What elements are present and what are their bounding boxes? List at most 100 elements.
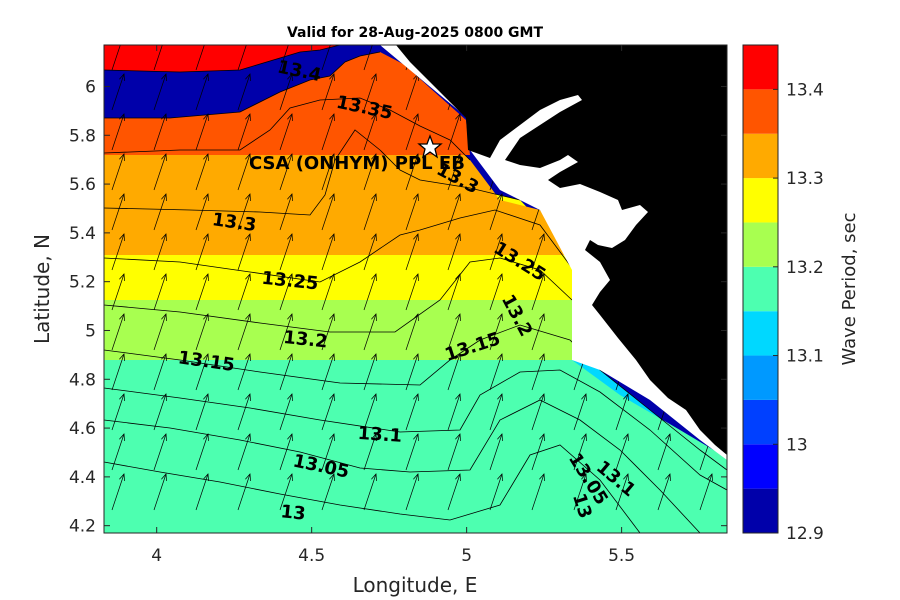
direction-arrow-179 xyxy=(699,473,713,511)
x-tick-label-1: 4.5 xyxy=(298,546,325,566)
colorbar-segment-5 xyxy=(743,266,778,312)
direction-arrow-68 xyxy=(321,353,335,391)
contour-band-9 xyxy=(104,45,340,72)
contour-label-14: 13 xyxy=(280,501,307,525)
direction-arrow-18 xyxy=(153,273,167,311)
direction-arrow-21 xyxy=(153,393,167,431)
direction-arrow-57 xyxy=(279,393,293,431)
direction-arrow-39 xyxy=(237,153,251,191)
contour-line-2 xyxy=(104,369,727,491)
direction-arrow-142 xyxy=(573,433,587,471)
colorbar-segment-2 xyxy=(743,399,778,445)
direction-arrow-17 xyxy=(153,233,167,271)
direction-arrow-66 xyxy=(321,273,335,311)
direction-arrow-8 xyxy=(111,353,125,391)
colorbar-tick-label-0: 12.9 xyxy=(786,524,824,544)
direction-arrow-58 xyxy=(279,433,293,471)
direction-arrow-14 xyxy=(153,113,167,151)
direction-arrow-77 xyxy=(363,233,377,271)
direction-arrow-53 xyxy=(279,233,293,271)
colorbar-tick-label-4: 13.3 xyxy=(786,169,824,189)
direction-arrow-54 xyxy=(279,273,293,311)
direction-arrow-47 xyxy=(237,473,251,511)
direction-arrow-35 xyxy=(195,473,209,511)
direction-arrow-67 xyxy=(321,313,335,351)
contour-line-0 xyxy=(104,444,641,533)
direction-arrow-23 xyxy=(153,473,167,511)
direction-arrow-4 xyxy=(111,193,125,231)
direction-arrow-103 xyxy=(447,313,461,351)
direction-arrow-72 xyxy=(363,45,373,71)
direction-arrow-125 xyxy=(531,233,545,271)
direction-arrow-87 xyxy=(405,153,419,191)
direction-arrow-113 xyxy=(489,233,503,271)
direction-arrow-153 xyxy=(615,393,629,431)
x-tick-label-2: 5 xyxy=(461,546,472,566)
y-tick-label-5: 5.2 xyxy=(69,273,96,293)
direction-arrow-6 xyxy=(111,273,125,311)
colorbar-segment-9 xyxy=(743,89,778,134)
direction-arrow-62 xyxy=(321,113,335,151)
contour-label-6: 13.2 xyxy=(282,327,328,353)
direction-arrow-52 xyxy=(279,193,293,231)
contour-bands xyxy=(104,45,727,533)
y-tick-label-6: 5.4 xyxy=(69,224,96,244)
direction-arrow-119 xyxy=(489,473,503,511)
contour-band-8 xyxy=(104,52,470,155)
direction-arrow-37 xyxy=(237,73,251,111)
direction-arrow-92 xyxy=(405,353,419,391)
direction-arrow-19 xyxy=(153,313,167,351)
direction-arrow-141 xyxy=(573,393,587,431)
direction-arrow-129 xyxy=(531,393,545,431)
contour-band-7 xyxy=(104,98,572,255)
chart-title: Valid for 28-Aug-2025 0800 GMT xyxy=(287,25,544,41)
direction-arrow-90 xyxy=(405,273,419,311)
direction-arrow-40 xyxy=(237,193,251,231)
direction-arrow-71 xyxy=(321,473,335,511)
direction-arrow-81 xyxy=(363,393,377,431)
direction-arrow-42 xyxy=(237,273,251,311)
contour-line-9 xyxy=(104,45,341,73)
colorbar-label: Wave Period, sec xyxy=(839,212,860,365)
colorbar-tick-label-2: 13.1 xyxy=(786,347,824,367)
direction-arrow-102 xyxy=(447,273,461,311)
direction-arrow-1 xyxy=(111,73,125,111)
direction-arrow-44 xyxy=(237,353,251,391)
direction-arrow-24 xyxy=(195,45,205,71)
y-tick-label-2: 4.6 xyxy=(69,419,96,439)
direction-arrow-105 xyxy=(447,393,461,431)
direction-arrow-117 xyxy=(489,393,503,431)
colorbar-segment-3 xyxy=(743,355,778,400)
direction-arrow-166 xyxy=(657,433,671,471)
direction-arrow-91 xyxy=(405,313,419,351)
land-mass xyxy=(396,45,727,455)
direction-arrow-130 xyxy=(531,433,545,471)
direction-arrow-155 xyxy=(615,473,629,511)
x-axis-label: Longitude, E xyxy=(353,573,478,597)
direction-arrow-51 xyxy=(279,153,293,191)
station-label: CSA (ONHYM) PPL EB xyxy=(249,153,465,174)
direction-arrow-36 xyxy=(237,45,247,71)
direction-arrow-116 xyxy=(489,353,503,391)
direction-arrow-28 xyxy=(195,193,209,231)
direction-arrow-29 xyxy=(195,233,209,271)
direction-arrow-78 xyxy=(363,273,377,311)
direction-arrow-22 xyxy=(153,433,167,471)
direction-arrow-126 xyxy=(531,273,545,311)
direction-arrow-115 xyxy=(489,313,503,351)
direction-arrow-69 xyxy=(321,393,335,431)
direction-arrow-74 xyxy=(363,113,377,151)
colorbar-segment-10 xyxy=(743,45,778,90)
direction-arrow-64 xyxy=(321,193,335,231)
y-tick-label-9: 6 xyxy=(85,77,96,97)
direction-arrow-127 xyxy=(531,313,545,351)
direction-arrow-10 xyxy=(111,433,125,471)
colorbar-frame xyxy=(742,44,779,534)
direction-arrow-50 xyxy=(279,113,293,151)
direction-arrow-82 xyxy=(363,433,377,471)
direction-arrow-59 xyxy=(279,473,293,511)
x-axis: 4 4.5 5 5.5 xyxy=(151,45,635,566)
x-tick-label-0: 4 xyxy=(151,546,162,566)
direction-arrow-101 xyxy=(447,233,461,271)
